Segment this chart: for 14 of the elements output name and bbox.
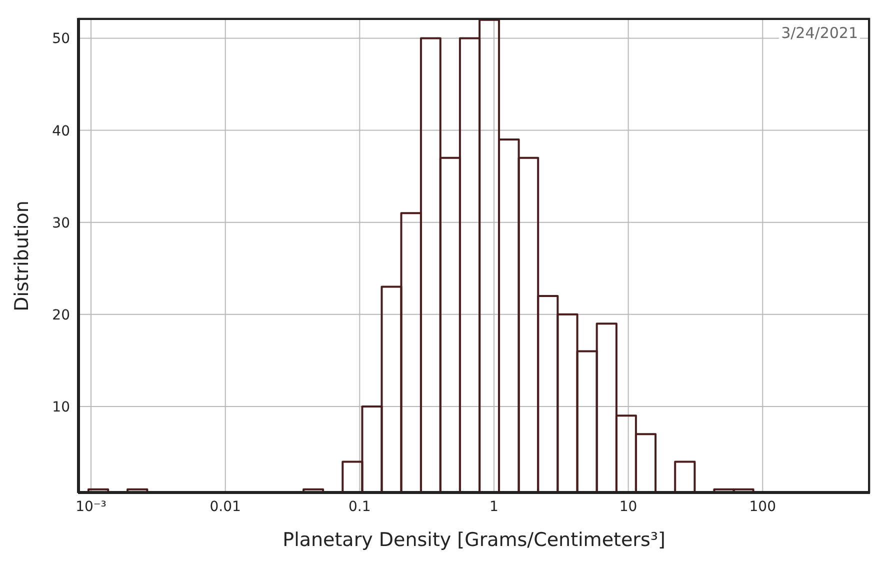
x-axis-title: Planetary Density [Grams/Centimeters³] [282, 529, 666, 551]
x-tick-label: 0.1 [348, 498, 371, 515]
x-tick-label: 10⁻³ [76, 498, 106, 515]
y-tick-label: 50 [52, 31, 70, 48]
y-tick-label: 10 [52, 399, 70, 416]
y-tick-label: 20 [52, 307, 70, 324]
x-tick-label: 10 [619, 498, 638, 515]
x-tick-label: 0.01 [210, 498, 241, 515]
y-axis-title: Distribution [11, 200, 33, 311]
y-tick-label: 40 [52, 123, 70, 140]
annotation: 3/24/2021 [779, 24, 860, 42]
y-tick-label: 30 [52, 215, 70, 232]
x-tick-label: 1 [490, 498, 498, 515]
x-tick-label: 100 [749, 498, 776, 515]
